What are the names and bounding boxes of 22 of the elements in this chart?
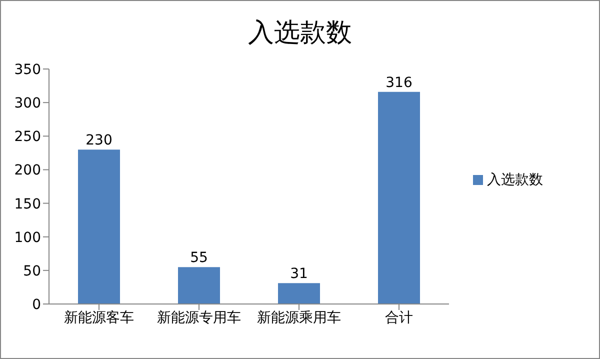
data-label: 31 [290,266,308,282]
legend-label: 入选款数 [487,172,543,188]
x-tick-label: 新能源乘用车 [257,310,341,326]
x-tick-label: 新能源客车 [64,310,134,326]
data-label: 316 [386,74,412,91]
y-tick-label: 200 [14,162,41,179]
y-tick-label: 50 [23,263,41,280]
x-tick-label: 新能源专用车 [157,310,241,326]
bar [78,150,120,304]
y-tick-label: 250 [14,129,41,146]
data-label: 230 [86,132,112,149]
data-label: 55 [190,250,208,266]
y-tick-label: 300 [14,96,41,112]
y-tick-label: 150 [14,196,41,212]
bar [178,267,220,304]
x-tick-label: 合计 [385,310,413,326]
y-tick-label: 0 [32,296,41,313]
bar [378,92,420,304]
y-tick-label: 350 [14,62,41,78]
y-tick-label: 100 [14,230,41,246]
bar [278,283,320,304]
chart-title: 入选款数 [247,17,353,50]
